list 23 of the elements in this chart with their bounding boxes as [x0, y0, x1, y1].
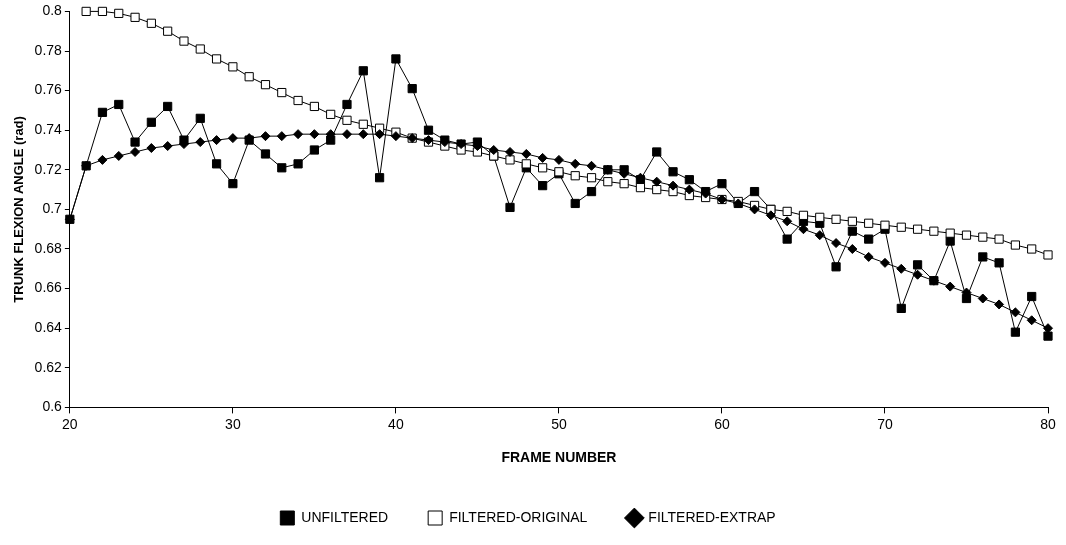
legend-label: FILTERED-EXTRAP	[648, 508, 776, 525]
x-tick-label: 60	[714, 415, 730, 432]
y-tick-label: 0.78	[34, 41, 63, 58]
y-tick-label: 0.76	[34, 81, 63, 98]
x-tick-label: 50	[551, 415, 567, 432]
x-tick-label: 40	[388, 415, 404, 432]
x-tick-label: 80	[1040, 415, 1056, 432]
y-tick-label: 0.62	[34, 358, 63, 375]
y-tick-label: 0.64	[34, 319, 63, 336]
y-tick-label: 0.8	[42, 2, 63, 19]
x-tick-label: 20	[62, 415, 78, 432]
legend-label: FILTERED-ORIGINAL	[449, 508, 588, 525]
y-tick-label: 0.74	[34, 121, 63, 138]
y-tick-label: 0.68	[34, 239, 63, 256]
x-tick-label: 70	[877, 415, 893, 432]
y-tick-label: 0.72	[34, 160, 63, 177]
x-tick-label: 30	[225, 415, 241, 432]
y-axis-title: TRUNK FLEXION ANGLE (rad)	[11, 116, 27, 303]
y-tick-label: 0.66	[34, 279, 63, 296]
y-tick-label: 0.6	[42, 398, 63, 415]
x-axis-title: FRAME NUMBER	[501, 449, 617, 466]
legend-label: UNFILTERED	[301, 508, 389, 525]
y-tick-label: 0.7	[42, 200, 63, 217]
